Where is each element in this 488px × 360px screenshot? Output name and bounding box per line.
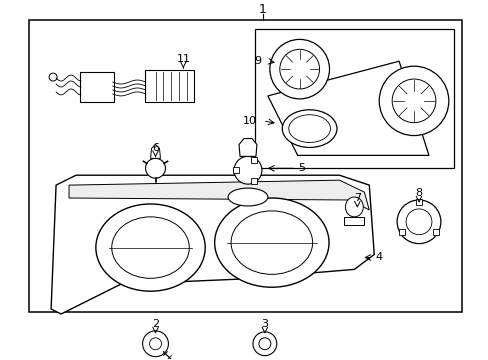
Bar (233, 167, 239, 173)
Circle shape (252, 332, 276, 356)
Circle shape (142, 331, 168, 357)
Ellipse shape (112, 217, 189, 278)
Ellipse shape (288, 115, 330, 143)
Ellipse shape (231, 211, 312, 274)
Ellipse shape (345, 197, 363, 217)
Circle shape (269, 39, 329, 99)
Polygon shape (239, 139, 256, 156)
Circle shape (279, 49, 319, 89)
Bar (415, 199, 421, 205)
Circle shape (379, 66, 448, 136)
Circle shape (234, 156, 262, 184)
Ellipse shape (227, 188, 267, 206)
Bar (432, 229, 438, 235)
FancyBboxPatch shape (80, 72, 114, 102)
Circle shape (396, 200, 440, 244)
Circle shape (391, 79, 435, 123)
Ellipse shape (96, 204, 205, 291)
Text: 5: 5 (298, 163, 305, 173)
Bar (398, 229, 404, 235)
Polygon shape (267, 61, 428, 156)
Text: 3: 3 (261, 319, 268, 329)
Polygon shape (69, 180, 368, 210)
Bar (344, 217, 364, 225)
Circle shape (149, 338, 161, 350)
Circle shape (145, 158, 165, 178)
Text: 10: 10 (243, 116, 256, 126)
Text: 7: 7 (353, 193, 360, 203)
Ellipse shape (282, 110, 336, 148)
Text: 11: 11 (176, 54, 190, 64)
Bar (250, 177, 256, 184)
Circle shape (258, 338, 270, 350)
Bar (254, 30, 453, 168)
Text: 8: 8 (415, 188, 422, 198)
Ellipse shape (214, 198, 328, 287)
Text: 4: 4 (375, 252, 382, 262)
Bar (29, 19, 461, 312)
Bar (250, 157, 256, 163)
Polygon shape (150, 144, 160, 158)
Text: 9: 9 (254, 56, 261, 66)
Circle shape (405, 209, 431, 235)
Text: 1: 1 (259, 3, 266, 16)
Text: 2: 2 (152, 319, 159, 329)
Circle shape (49, 73, 57, 81)
FancyBboxPatch shape (144, 70, 194, 102)
Polygon shape (51, 175, 373, 314)
Text: 6: 6 (152, 143, 159, 153)
